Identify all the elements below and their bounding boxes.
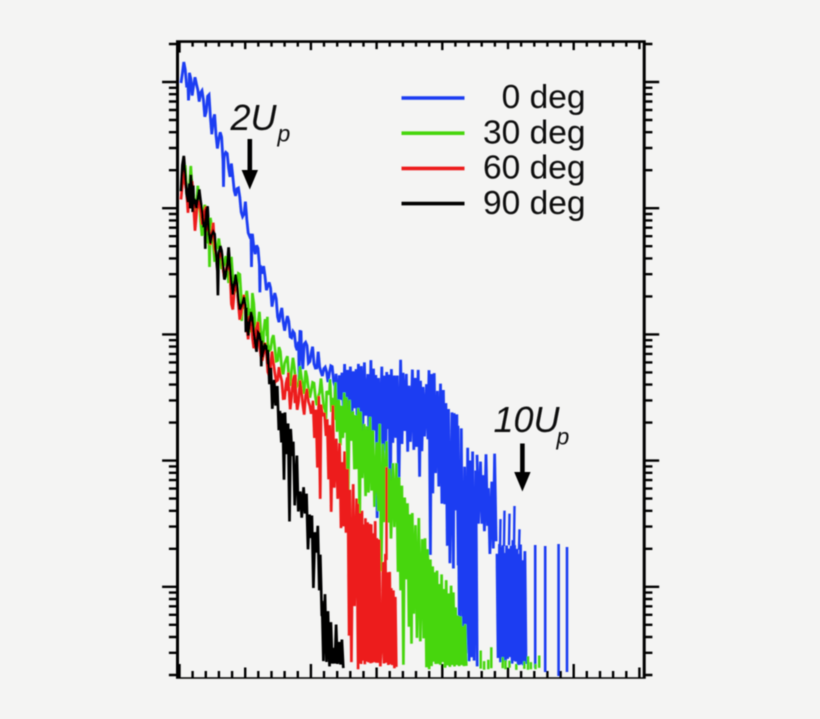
svg-text:10U: 10U [494,399,561,440]
svg-text:60 deg: 60 deg [483,150,585,187]
svg-text:0 deg: 0 deg [502,79,586,116]
svg-text:p: p [556,424,570,450]
svg-text:p: p [277,121,291,147]
svg-text:2U: 2U [230,97,278,138]
svg-text:30 deg: 30 deg [483,114,585,151]
svg-text:90 deg: 90 deg [483,185,585,222]
